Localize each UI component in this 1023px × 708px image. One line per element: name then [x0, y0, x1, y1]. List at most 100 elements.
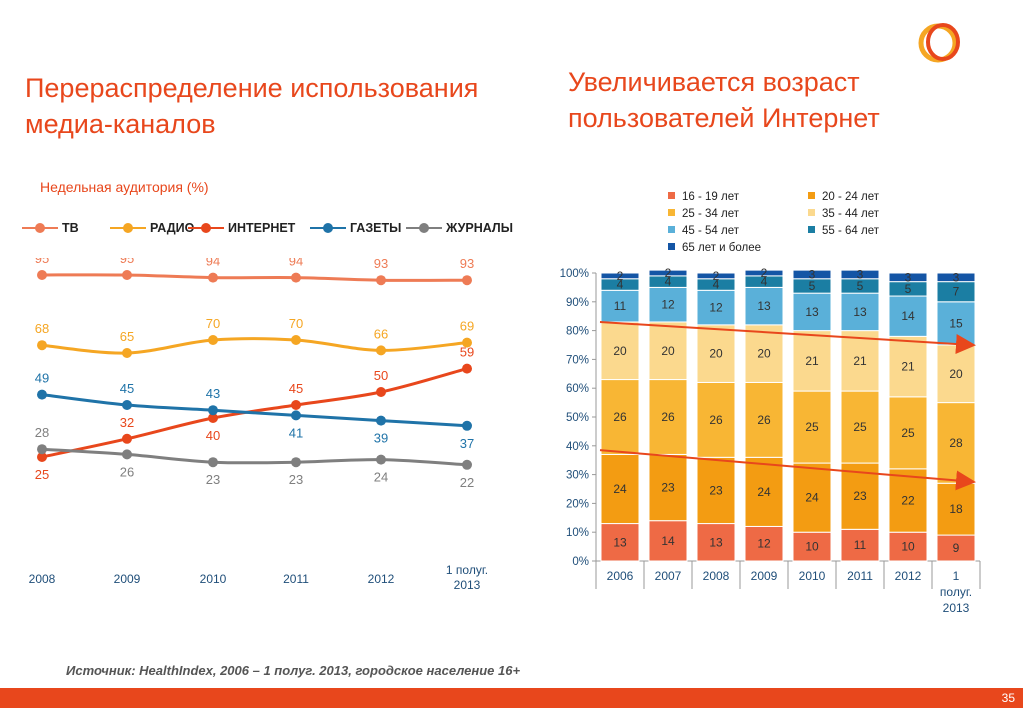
- data-point: [37, 270, 47, 280]
- bar-segment: [840, 292, 880, 332]
- footer-bar: 35: [0, 688, 1023, 708]
- bar-segment: [648, 453, 688, 522]
- bar-value-label: 13: [805, 305, 819, 319]
- bar-segment: [696, 381, 736, 458]
- logo-icon: [912, 18, 972, 73]
- bar-value-label: 26: [613, 410, 627, 424]
- y-tick-label: 60%: [566, 383, 589, 395]
- data-label: 43: [206, 386, 220, 401]
- legend-marker: [419, 223, 429, 233]
- y-tick-label: 30%: [566, 470, 589, 482]
- bar-value-label: 13: [853, 305, 867, 319]
- data-label: 49: [35, 371, 49, 386]
- legend-label: 65 лет и более: [682, 242, 762, 254]
- bar-value-label: 25: [901, 426, 915, 440]
- legend-label: 20 - 24 лет: [822, 191, 879, 203]
- bar-segment: [792, 390, 832, 464]
- x-tick-label: 2013: [454, 578, 481, 592]
- trend-arrow-lower: [599, 449, 976, 491]
- bar-value-label: 2: [617, 269, 624, 283]
- data-point: [122, 433, 132, 444]
- x-tick-label: 2011: [283, 572, 309, 586]
- bar-segment: [696, 456, 736, 525]
- data-label: 25: [35, 467, 49, 482]
- bar-segment: [648, 321, 688, 381]
- data-point: [376, 415, 386, 426]
- series-line-4: [41, 447, 468, 467]
- bar-value-label: 22: [901, 494, 915, 508]
- x-tick-label: 2012: [895, 569, 922, 583]
- data-label: 50: [374, 368, 388, 383]
- data-point: [376, 345, 386, 356]
- data-label: 23: [206, 472, 220, 487]
- bar-segment: [792, 269, 832, 280]
- bar-value-label: 25: [805, 420, 819, 434]
- data-point: [122, 449, 132, 460]
- stacked-bar-chart: 0%10%20%30%40%50%60%70%80%90%100%1324262…: [560, 266, 981, 615]
- data-point: [462, 459, 472, 470]
- data-label: 24: [374, 470, 388, 485]
- bar-value-label: 14: [901, 309, 915, 323]
- bar-value-label: 2: [665, 266, 672, 280]
- legend-label: 16 - 19 лет: [682, 191, 739, 203]
- y-tick-label: 70%: [566, 354, 589, 366]
- bar-segment: [888, 335, 928, 398]
- legend-label: ГАЗЕТЫ: [350, 221, 402, 235]
- data-label: 93: [460, 258, 474, 271]
- bar-value-label: 26: [709, 413, 723, 427]
- legend-label: ЖУРНАЛЫ: [446, 221, 513, 235]
- bar-value-label: 20: [661, 344, 675, 358]
- data-point: [208, 335, 218, 345]
- bar-value-label: 26: [757, 413, 771, 427]
- legend-item-3: 35 - 44 лет: [808, 208, 879, 220]
- y-tick-label: 80%: [566, 326, 589, 338]
- legend-item-2: 25 - 34 лет: [668, 208, 739, 220]
- legend-label: 35 - 44 лет: [822, 208, 879, 220]
- bar-value-label: 12: [757, 537, 771, 551]
- legend-label: 45 - 54 лет: [682, 225, 739, 237]
- bar-segment: [840, 528, 880, 562]
- data-label: 45: [289, 381, 303, 396]
- bar-segment: [840, 390, 880, 464]
- bar-segment: [744, 381, 784, 458]
- data-point: [376, 275, 386, 286]
- legend-swatch: [668, 209, 675, 216]
- bar-value-label: 11: [614, 299, 627, 313]
- bar-value-label: 12: [709, 301, 723, 315]
- bar-segment: [936, 344, 976, 404]
- legend-label: 25 - 34 лет: [682, 208, 739, 220]
- x-tick-label: 1 полуг.: [446, 563, 488, 577]
- y-tick-label: 50%: [566, 412, 589, 424]
- bar-value-label: 23: [853, 489, 867, 503]
- bar-value-label: 2: [761, 266, 768, 280]
- line-chart-legend: ТВ РАДИО ИНТЕРНЕТ ГАЗЕТЫ ЖУРНАЛЫ: [0, 218, 530, 246]
- legend-item-5: 55 - 64 лет: [808, 225, 879, 237]
- bar-value-label: 25: [853, 420, 867, 434]
- bar-segment: [600, 379, 640, 455]
- bar-value-label: 23: [709, 483, 723, 497]
- data-label: 94: [289, 258, 303, 269]
- bar-value-label: 3: [809, 267, 816, 281]
- source-note: Источник: HealthIndex, 2006 – 1 полуг. 2…: [66, 663, 521, 678]
- legend-label: РАДИО: [150, 221, 195, 235]
- x-tick-label: 2012: [368, 572, 395, 586]
- data-label: 40: [206, 428, 220, 443]
- x-tick-label: 2011: [847, 569, 873, 583]
- x-tick-label: 2007: [655, 569, 682, 583]
- bar-value-label: 13: [613, 535, 627, 549]
- bar-value-label: 4: [713, 278, 720, 292]
- x-tick-label: 2006: [607, 569, 634, 583]
- bar-segment: [600, 321, 640, 381]
- data-label: 28: [35, 425, 49, 440]
- bar-value-label: 3: [857, 267, 864, 281]
- bar-value-label: 23: [661, 481, 675, 495]
- bar-segment: [696, 272, 736, 280]
- x-tick-label: 2008: [703, 569, 730, 583]
- series-line-0: [41, 273, 468, 282]
- bar-segment: [600, 272, 640, 280]
- data-point: [208, 457, 218, 468]
- data-label: 32: [120, 415, 134, 430]
- legend-marker: [35, 223, 45, 233]
- data-point: [291, 272, 301, 283]
- bar-value-label: 4: [761, 275, 768, 289]
